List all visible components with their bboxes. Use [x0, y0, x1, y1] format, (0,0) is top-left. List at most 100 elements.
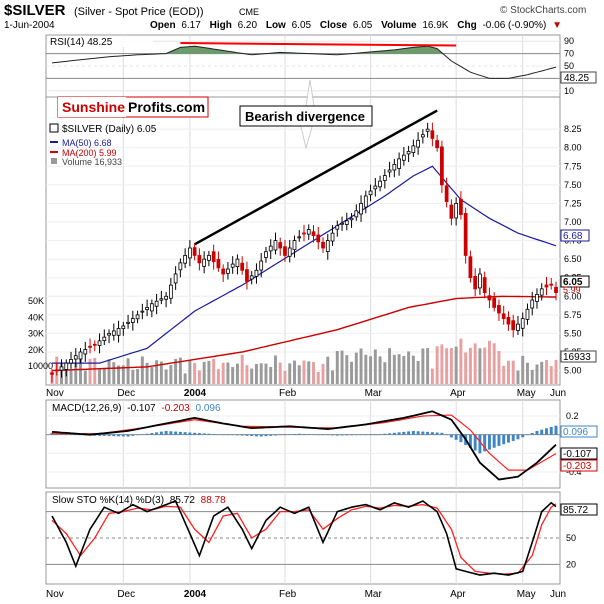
macd-hist-bar — [445, 434, 449, 436]
ohlc-line: Open 6.17 High 6.20 Low 6.05 Close 6.05 … — [150, 20, 562, 31]
sto-badge-text: 85.72 — [563, 505, 588, 516]
macd-hist-bar — [359, 434, 363, 436]
candle-body — [349, 217, 354, 221]
volume-tick-label: 50K — [28, 296, 44, 306]
macd-badge-text: -0.107 — [563, 449, 592, 460]
candle-body — [516, 323, 520, 331]
macd-legend-v3: 0.096 — [196, 403, 221, 414]
macd-hist-bar — [202, 433, 206, 435]
candle-body — [316, 234, 321, 243]
volume-bar — [388, 348, 392, 384]
rsi-tick-label: 10 — [564, 86, 574, 96]
rsi-value-badge-text: 48.25 — [564, 73, 589, 84]
macd-hist-bar — [369, 434, 373, 436]
macd-hist-bar — [178, 431, 182, 435]
price-tick-label: 5.00 — [564, 366, 582, 376]
sto-legend-k: 85.72 — [170, 495, 195, 506]
volume-bar — [430, 368, 434, 384]
candle-body — [292, 240, 297, 251]
candle-body — [83, 349, 88, 355]
macd-hist-bar — [269, 434, 273, 436]
volume-bar — [506, 360, 510, 384]
description: (Silver - Spot Price (EOD)) — [74, 6, 204, 18]
macd-hist-bar — [350, 434, 354, 436]
macd-hist-bar — [221, 434, 225, 436]
sto-tick-label: 50 — [566, 533, 576, 543]
price-tick-label: 7.50 — [564, 180, 582, 190]
volume-bar — [521, 355, 525, 384]
candle-body — [435, 140, 440, 149]
volume-bar — [197, 370, 201, 384]
candle-body — [278, 242, 283, 249]
candle-body — [416, 139, 420, 148]
macd-hist-bar — [174, 431, 178, 435]
macd-hist-bar — [364, 434, 368, 436]
macd-hist-bar — [183, 432, 187, 435]
exchange: CME — [239, 7, 259, 17]
candle-body — [183, 255, 188, 264]
macd-hist-bar — [478, 434, 482, 454]
candle-body — [535, 294, 539, 302]
candle-body — [392, 164, 397, 171]
candle-body — [59, 366, 64, 371]
volume-badge — [560, 350, 597, 363]
macd-hist-bar — [231, 434, 235, 436]
candle-body — [264, 251, 268, 258]
macd-hist-bar — [293, 434, 296, 435]
volume-label: Volume — [381, 20, 417, 31]
volume-bar — [407, 351, 411, 384]
macd-hist-bar — [207, 433, 211, 435]
open-label: Open — [150, 20, 176, 31]
sunshine-profits-logo: Sunshine Profits.com — [57, 96, 209, 118]
candle-body — [254, 269, 259, 277]
macd-legend-v2: -0.203 — [161, 403, 190, 414]
rsi-line — [51, 45, 557, 79]
volume-bar — [492, 343, 496, 384]
macd-hist-bar — [521, 434, 525, 438]
candle-body — [287, 247, 292, 257]
macd-hist-bar — [321, 434, 325, 436]
x-tick-label: 2004 — [184, 589, 207, 600]
macd-hist-bar — [264, 434, 268, 437]
price-tick-label: 6.00 — [564, 291, 582, 301]
signal-badge — [560, 459, 598, 472]
price-candles — [50, 122, 558, 383]
volume-bar — [293, 360, 296, 384]
volume-bar — [79, 359, 83, 384]
volume-bar — [426, 348, 430, 384]
volume-bar — [525, 362, 529, 384]
candle-body — [440, 146, 444, 186]
ma200-badge-text: 5.99 — [563, 285, 581, 295]
candle-body — [159, 298, 164, 301]
macd-hist-bar — [483, 434, 487, 452]
volume-bar — [307, 361, 311, 384]
macd-hist-bar — [283, 434, 287, 436]
volume-tick-label: 30K — [28, 329, 44, 339]
rsi-divergence-line — [180, 42, 457, 47]
macd-hist-bar — [145, 433, 149, 435]
candle-body — [382, 175, 387, 181]
macd-hist-bar — [440, 432, 444, 435]
volume-bar — [264, 363, 268, 384]
macd-hist-bar — [159, 431, 163, 435]
candle-body — [240, 262, 245, 271]
candle-body — [173, 273, 178, 284]
candle-body — [373, 185, 378, 190]
x-tick-label: May — [517, 589, 536, 600]
macd-hist-bar — [506, 434, 510, 443]
x-tick-label: 2004 — [184, 388, 207, 399]
x-tick-label: Jun — [550, 589, 566, 600]
volume-bar — [98, 368, 102, 384]
candle-body — [554, 286, 558, 293]
candle-body — [354, 210, 359, 218]
volume-bar — [193, 363, 197, 384]
candle-body — [511, 320, 516, 331]
volume-bar — [421, 348, 425, 384]
volume-bar — [216, 369, 220, 384]
volume-bar — [88, 358, 92, 384]
price-tick-label: 8.00 — [564, 143, 582, 153]
volume-bar — [136, 369, 140, 384]
candle-body — [335, 225, 340, 230]
volume-bar — [169, 365, 173, 384]
